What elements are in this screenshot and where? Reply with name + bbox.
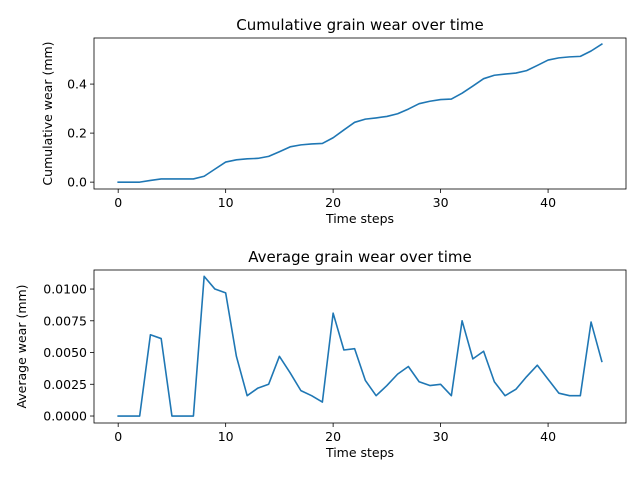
chart-1-x-axis-label: Time steps [325,445,394,460]
chart-0-y-tick-label-2: 0.4 [67,77,87,92]
chart-0-panel: 0 10 20 30 40 0.0 0.2 0.4 Cumulative grain wear … [40,16,627,226]
chart-0-x-axis-label: Time steps [325,211,394,226]
chart-1-x-tick-label-0: 0 [114,429,122,444]
chart-0-title: Cumulative grain wear over time [236,16,483,34]
chart-1-panel: 0 10 20 30 40 0.0000 0.0025 0.0050 0.0075 0.0100 A… [14,248,627,460]
chart-0-y-axis-label: Cumulative wear (mm) [40,41,55,185]
chart-1-x-tick-label-4: 40 [540,429,556,444]
chart-1-axes-frame [93,269,627,424]
chart-1-x-tick-label-1: 10 [218,429,234,444]
chart-0-x-tick-label-1: 10 [218,195,234,210]
chart-1-x-tick-label-2: 20 [325,429,341,444]
chart-0-x-tick-label-3: 30 [433,195,449,210]
chart-0-axes-frame [93,37,627,190]
chart-1-y-tick-label-4: 0.0100 [43,282,87,297]
chart-1-title: Average grain wear over time [248,248,471,266]
chart-1-series-line [117,275,603,417]
chart-0-x-tick-label-4: 40 [540,195,556,210]
chart-0-x-tick-label-0: 0 [114,195,122,210]
chart-0-y-tick-label-1: 0.2 [67,126,87,141]
chart-0-y-tick-label-0: 0.0 [67,175,87,190]
chart-0-x-tick-label-2: 20 [325,195,341,210]
chart-0-series-line [117,43,603,183]
chart-1-y-tick-label-1: 0.0025 [43,377,87,392]
chart-1-y-axis-label: Average wear (mm) [14,284,29,408]
chart-1-y-tick-label-2: 0.0050 [43,345,87,360]
chart-1-y-tick-label-3: 0.0075 [43,313,87,328]
chart-1-y-tick-label-0: 0.0000 [43,409,87,424]
chart-1-x-tick-label-3: 30 [433,429,449,444]
